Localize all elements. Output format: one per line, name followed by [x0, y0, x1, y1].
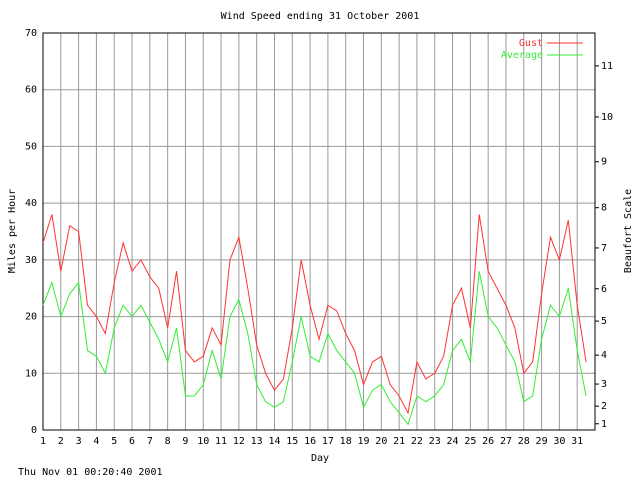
x-tick-label: 12 — [233, 436, 245, 447]
x-tick-label: 23 — [429, 436, 441, 447]
x-tick-label: 30 — [553, 436, 565, 447]
x-tick-label: 2 — [58, 436, 64, 447]
x-tick-label: 14 — [268, 436, 280, 447]
y-tick-label: 70 — [25, 28, 37, 39]
y-tick-label: 0 — [31, 425, 37, 436]
y2-tick-label: 7 — [601, 243, 607, 254]
y2-axis-label: Beaufort Scale — [623, 189, 634, 273]
y2-tick-label: 5 — [601, 316, 607, 327]
x-tick-label: 13 — [251, 436, 263, 447]
x-tick-label: 4 — [93, 436, 99, 447]
x-tick-label: 11 — [215, 436, 227, 447]
x-tick-label: 10 — [197, 436, 209, 447]
x-tick-label: 8 — [165, 436, 171, 447]
x-axis-label: Day — [311, 453, 329, 464]
legend-label: Average — [501, 50, 543, 61]
x-tick-label: 21 — [393, 436, 405, 447]
legend-label: Gust — [519, 38, 543, 49]
data-line — [42, 271, 587, 426]
x-tick-label: 29 — [536, 436, 548, 447]
data-line — [42, 214, 587, 415]
y-tick-label: 50 — [25, 141, 37, 152]
y2-tick-label: 9 — [601, 157, 607, 168]
x-tick-label: 26 — [482, 436, 494, 447]
x-tick-label: 16 — [304, 436, 316, 447]
y2-tick-label: 3 — [601, 379, 607, 390]
x-tick-label: 9 — [182, 436, 188, 447]
x-tick-label: 25 — [464, 436, 476, 447]
y-tick-label: 20 — [25, 312, 37, 323]
x-tick-label: 1 — [40, 436, 46, 447]
x-tick-label: 6 — [129, 436, 135, 447]
y2-tick-label: 6 — [601, 284, 607, 295]
x-tick-label: 28 — [518, 436, 530, 447]
y2-tick-label: 2 — [601, 401, 607, 412]
plot-frame — [42, 32, 596, 431]
y2-tick-label: 4 — [601, 350, 607, 361]
y2-tick-label: 1 — [601, 419, 607, 430]
x-tick-label: 22 — [411, 436, 423, 447]
y-tick-label: 10 — [25, 368, 37, 379]
x-tick-label: 18 — [340, 436, 352, 447]
x-tick-label: 19 — [357, 436, 369, 447]
y2-tick-label: 10 — [601, 112, 613, 123]
x-tick-label: 5 — [111, 436, 117, 447]
y2-tick-label: 8 — [601, 203, 607, 214]
y2-tick-label: 11 — [601, 61, 613, 72]
x-tick-label: 24 — [447, 436, 459, 447]
x-tick-label: 7 — [147, 436, 153, 447]
x-tick-label: 20 — [375, 436, 387, 447]
y-tick-label: 30 — [25, 255, 37, 266]
x-tick-label: 3 — [76, 436, 82, 447]
x-tick-label: 17 — [322, 436, 334, 447]
chart-title: Wind Speed ending 31 October 2001 — [221, 11, 420, 22]
x-tick-label: 15 — [286, 436, 298, 447]
y-tick-label: 40 — [25, 198, 37, 209]
y-axis-label: Miles per Hour — [7, 189, 18, 273]
x-tick-label: 31 — [571, 436, 583, 447]
x-tick-label: 27 — [500, 436, 512, 447]
y-tick-label: 60 — [25, 85, 37, 96]
timestamp: Thu Nov 01 00:20:40 2001 — [18, 467, 163, 478]
